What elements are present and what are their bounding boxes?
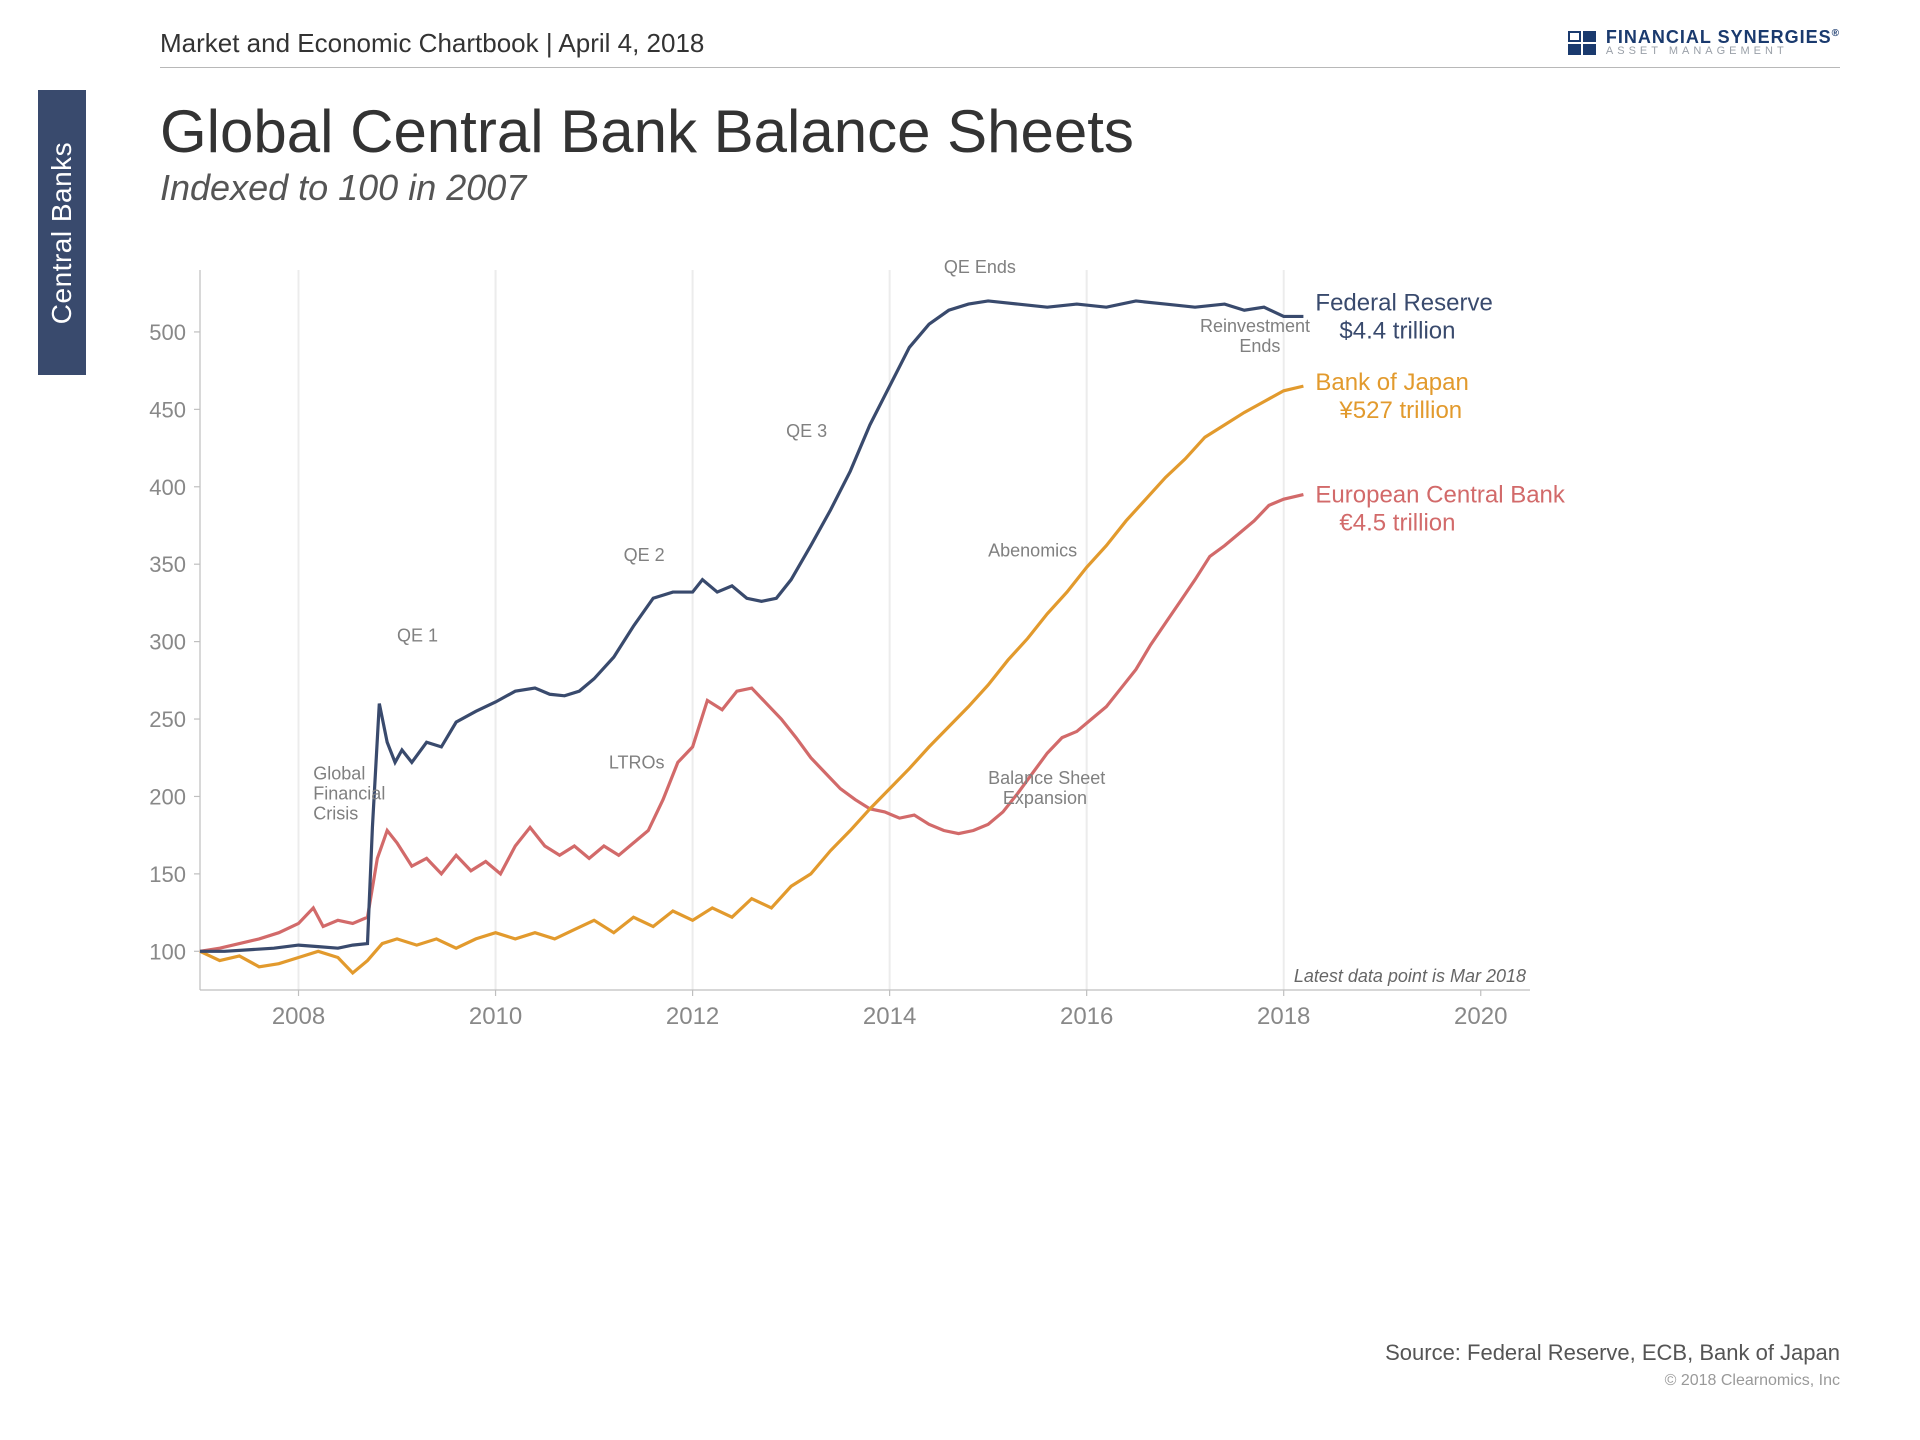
svg-text:Latest data point is Mar 2018: Latest data point is Mar 2018 [1294, 966, 1526, 986]
svg-text:Abenomics: Abenomics [988, 540, 1077, 560]
svg-text:Bank of Japan: Bank of Japan [1315, 369, 1468, 396]
svg-text:150: 150 [149, 862, 186, 887]
svg-text:QE 3: QE 3 [786, 421, 827, 441]
logo-line1: FINANCIAL SYNERGIES [1606, 27, 1832, 47]
svg-text:300: 300 [149, 630, 186, 655]
page-subtitle: Indexed to 100 in 2007 [160, 167, 1134, 209]
svg-text:Financial: Financial [313, 784, 385, 804]
title-block: Global Central Bank Balance Sheets Index… [160, 100, 1134, 209]
svg-text:200: 200 [149, 784, 186, 809]
svg-text:€4.5 trillion: €4.5 trillion [1339, 510, 1455, 537]
svg-text:250: 250 [149, 707, 186, 732]
svg-text:2020: 2020 [1454, 1003, 1507, 1030]
svg-text:QE 1: QE 1 [397, 626, 438, 646]
svg-text:European Central Bank: European Central Bank [1315, 482, 1565, 509]
svg-text:Crisis: Crisis [313, 804, 358, 824]
svg-text:100: 100 [149, 939, 186, 964]
logo-mark-icon [1568, 31, 1596, 55]
header: Market and Economic Chartbook | April 4,… [160, 28, 1840, 68]
svg-text:2018: 2018 [1257, 1003, 1310, 1030]
side-tab-label: Central Banks [46, 141, 78, 323]
svg-text:2010: 2010 [469, 1003, 522, 1030]
svg-text:$4.4 trillion: $4.4 trillion [1339, 317, 1455, 344]
svg-text:QE Ends: QE Ends [944, 260, 1016, 277]
svg-text:¥527 trillion: ¥527 trillion [1338, 397, 1462, 424]
svg-text:Ends: Ends [1239, 336, 1280, 356]
svg-text:Expansion: Expansion [1003, 788, 1087, 808]
breadcrumb: Market and Economic Chartbook | April 4,… [160, 28, 704, 59]
side-tab: Central Banks [38, 90, 86, 375]
svg-text:400: 400 [149, 475, 186, 500]
copyright-text: © 2018 Clearnomics, Inc [1385, 1372, 1840, 1390]
svg-text:LTROs: LTROs [609, 753, 665, 773]
svg-text:2008: 2008 [272, 1003, 325, 1030]
logo-line2: ASSET MANAGEMENT [1606, 46, 1840, 57]
chart-svg: 100 150 200 250 300 350 400 450 500 2008 2010 2012 2… [130, 260, 1830, 1060]
svg-text:450: 450 [149, 397, 186, 422]
svg-text:350: 350 [149, 552, 186, 577]
svg-text:Balance Sheet: Balance Sheet [988, 768, 1105, 788]
footer: Source: Federal Reserve, ECB, Bank of Ja… [1385, 1340, 1840, 1390]
svg-text:2014: 2014 [863, 1003, 916, 1030]
svg-text:2016: 2016 [1060, 1003, 1113, 1030]
page-title: Global Central Bank Balance Sheets [160, 100, 1134, 163]
source-text: Source: Federal Reserve, ECB, Bank of Ja… [1385, 1340, 1840, 1366]
svg-text:Global: Global [313, 763, 365, 783]
svg-text:Federal Reserve: Federal Reserve [1315, 289, 1492, 316]
svg-text:QE 2: QE 2 [624, 545, 665, 565]
svg-text:2012: 2012 [666, 1003, 719, 1030]
logo-text: FINANCIAL SYNERGIES® ASSET MANAGEMENT [1606, 28, 1840, 57]
balance-sheet-chart: 100 150 200 250 300 350 400 450 500 2008 2010 2012 2… [130, 260, 1830, 1060]
brand-logo: FINANCIAL SYNERGIES® ASSET MANAGEMENT [1568, 28, 1840, 59]
page: Central Banks Market and Economic Chartb… [0, 0, 1920, 1440]
svg-text:500: 500 [149, 320, 186, 345]
svg-text:Reinvestment: Reinvestment [1200, 316, 1310, 336]
